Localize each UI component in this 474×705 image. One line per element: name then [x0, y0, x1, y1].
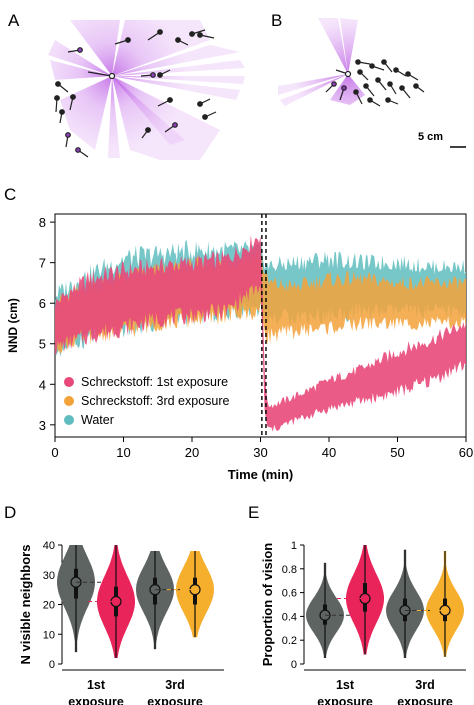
y-tick-label: 0.4: [282, 611, 297, 623]
y-tick-label: 10: [43, 629, 55, 641]
panel-e-chart: 0 0.2 0.4 0.6 0.8 1 1st exposure 3rd exposure Prop…: [260, 540, 466, 705]
panel-a-letter: A: [8, 11, 20, 30]
group-label: 1st: [87, 678, 106, 692]
y-tick-label: 3: [39, 418, 46, 433]
panel-e-letter: E: [248, 503, 259, 522]
panel-a-vision-field: [48, 20, 245, 160]
x-tick-label: 40: [322, 445, 336, 460]
panel-c-letter: C: [4, 185, 16, 204]
panel-a-fish-group: [54, 29, 217, 158]
y-tick-label: 30: [43, 570, 55, 582]
y-tick-label: 6: [39, 296, 46, 311]
y-axis-label: NND (cm): [6, 298, 20, 353]
y-tick-label: 0.8: [282, 564, 297, 576]
y-tick-label: 0: [291, 659, 297, 671]
panel-b-scale-label: 5 cm: [418, 131, 443, 143]
x-tick-label: 50: [390, 445, 404, 460]
group-label: 3rd: [165, 678, 184, 692]
y-tick-label: 20: [43, 600, 55, 612]
panel-b-fish-group: [325, 59, 425, 107]
panel-b-vision-field: [278, 18, 365, 106]
group-label: 1st: [336, 678, 355, 692]
panel-d-letter: D: [4, 503, 16, 522]
legend-entry: Schreckstoff: 1st exposure: [81, 375, 228, 389]
y-axis-label: Proportion of vision: [260, 543, 275, 667]
y-tick-label: 7: [39, 256, 46, 271]
group-label: exposure: [147, 695, 203, 705]
y-tick-label: 40: [43, 540, 55, 552]
y-tick-label: 0: [49, 659, 55, 671]
series-band-first-exposure: [55, 234, 466, 432]
group-label: exposure: [68, 695, 124, 705]
y-tick-label: 0.6: [282, 588, 297, 600]
x-tick-label: 60: [459, 445, 473, 460]
y-tick-label: 8: [39, 215, 46, 230]
y-tick-label: 5: [39, 337, 46, 352]
x-tick-label: 0: [51, 445, 58, 460]
legend-swatch: [64, 415, 74, 425]
legend-entry: Water: [81, 413, 114, 427]
panel-c-chart: 0 10 20 30 40 50 60 3 4 5 6 7 8 Time (min) NND (cm) Sch…: [6, 213, 473, 482]
group-label: 3rd: [415, 678, 434, 692]
x-tick-label: 30: [253, 445, 267, 460]
y-tick-label: 4: [39, 377, 46, 392]
y-axis-label: N visible neighbors: [18, 545, 33, 665]
group-label: exposure: [397, 695, 453, 705]
panel-b-letter: B: [271, 11, 282, 30]
group-label: exposure: [317, 695, 373, 705]
legend-swatch: [64, 377, 74, 387]
x-axis-label: Time (min): [228, 467, 294, 482]
x-tick-label: 10: [116, 445, 130, 460]
panel-d-chart: 0 10 20 30 40 1st exposure 3rd exposure N visible…: [18, 540, 224, 705]
legend-entry: Schreckstoff: 3rd exposure: [81, 394, 230, 408]
y-tick-label: 1: [291, 540, 297, 552]
x-tick-label: 20: [185, 445, 199, 460]
legend-swatch: [64, 396, 74, 406]
y-tick-label: 0.2: [282, 635, 297, 647]
